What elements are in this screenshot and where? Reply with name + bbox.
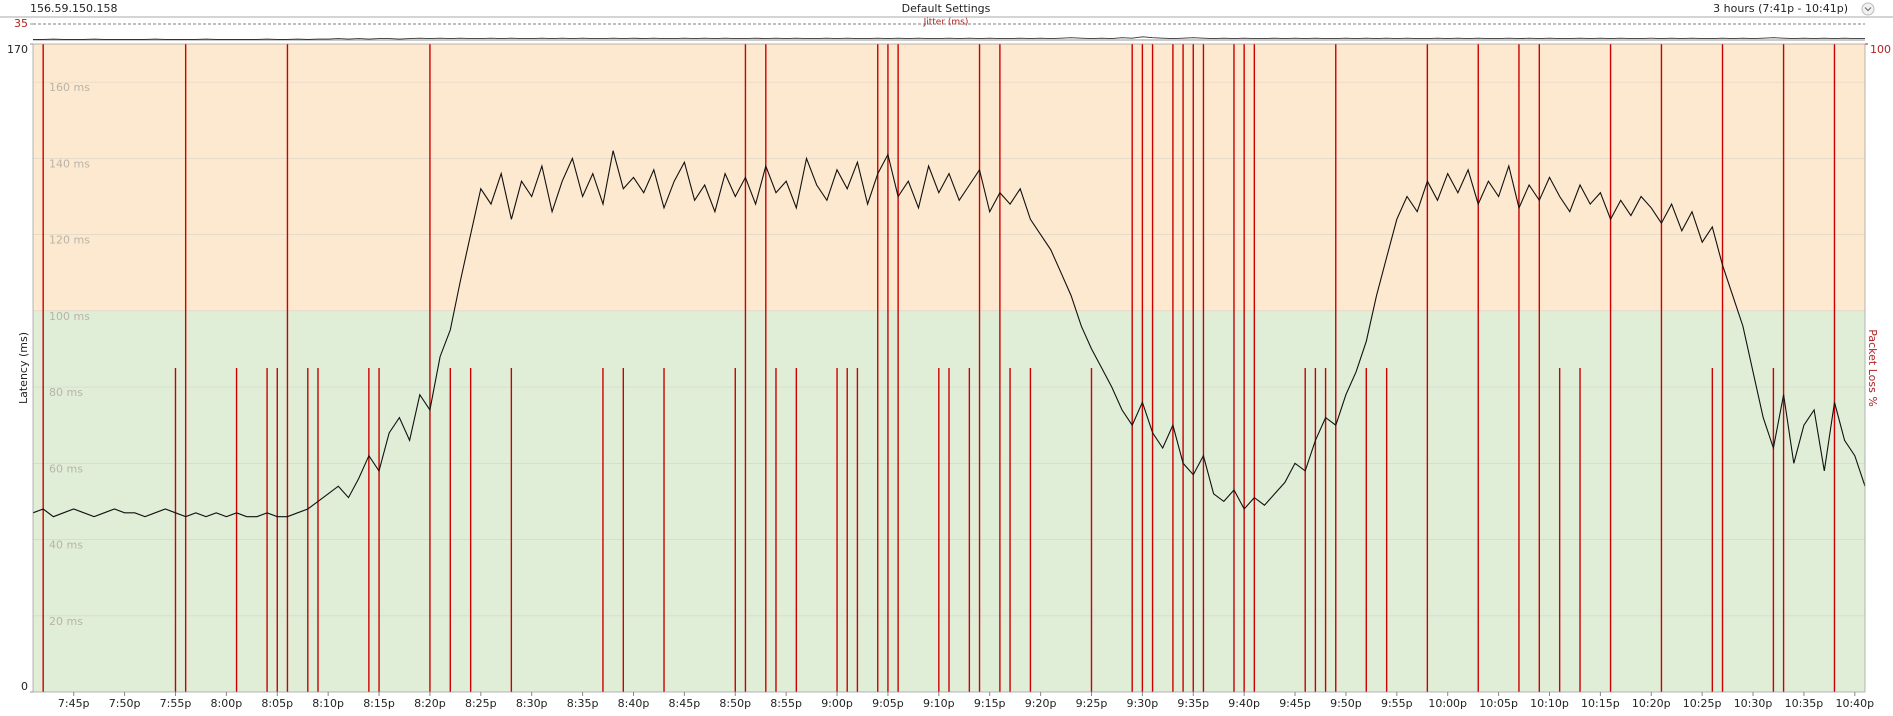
x-tick-label: 9:05p <box>872 697 904 710</box>
threshold-band <box>33 44 1865 311</box>
x-tick-label: 10:40p <box>1835 697 1874 710</box>
x-tick-label: 8:20p <box>414 697 446 710</box>
x-tick-label: 10:05p <box>1479 697 1518 710</box>
y-tick-label: 60 ms <box>49 462 83 475</box>
x-tick-label: 8:10p <box>312 697 344 710</box>
x-tick-label: 9:25p <box>1076 697 1108 710</box>
x-tick-label: 8:50p <box>719 697 751 710</box>
x-tick-label: 10:10p <box>1530 697 1569 710</box>
y-tick-label: 120 ms <box>49 234 90 247</box>
y-tick-label: 140 ms <box>49 157 90 170</box>
dropdown-button[interactable] <box>1861 2 1875 16</box>
x-tick-label: 7:45p <box>58 697 90 710</box>
plot-frame <box>32 43 1866 693</box>
x-tick-label: 8:45p <box>669 697 701 710</box>
x-tick-label: 10:20p <box>1632 697 1671 710</box>
x-tick-label: 8:35p <box>567 697 599 710</box>
x-tick-label: 7:55p <box>160 697 192 710</box>
x-tick-label: 9:10p <box>923 697 955 710</box>
x-tick-label: 8:05p <box>261 697 293 710</box>
x-tick-label: 10:30p <box>1734 697 1773 710</box>
x-tick-label: 8:25p <box>465 697 497 710</box>
y-tick-label: 20 ms <box>49 615 83 628</box>
x-tick-label: 7:50p <box>109 697 141 710</box>
x-tick-label: 9:30p <box>1127 697 1159 710</box>
y-tick-label: 160 ms <box>49 81 90 94</box>
y-tick-label: 40 ms <box>49 539 83 552</box>
chart-title: Default Settings <box>902 2 991 15</box>
x-tick-label: 9:20p <box>1025 697 1057 710</box>
y-tick-label: 0 <box>21 680 28 693</box>
x-tick-label: 10:35p <box>1785 697 1824 710</box>
latency-line <box>32 150 1866 518</box>
jitter-tick-label: 35 <box>14 17 28 30</box>
time-range[interactable]: 3 hours (7:41p - 10:41p) <box>1713 2 1848 15</box>
y-tick-label: 80 ms <box>49 386 83 399</box>
x-tick-label: 10:00p <box>1428 697 1467 710</box>
x-tick-label: 9:15p <box>974 697 1006 710</box>
jitter-title: Jitter (ms) <box>923 18 969 28</box>
y-tick-label: 170 <box>7 43 28 56</box>
x-tick-label: 10:25p <box>1683 697 1722 710</box>
host-label: 156.59.150.158 <box>30 2 117 15</box>
jitter-line <box>33 36 1865 40</box>
x-tick-label: 9:45p <box>1279 697 1311 710</box>
x-tick-label: 9:00p <box>821 697 853 710</box>
y-axis-title: Latency (ms) <box>17 332 30 404</box>
x-tick-label: 9:35p <box>1177 697 1209 710</box>
x-tick-label: 10:15p <box>1581 697 1620 710</box>
x-tick-label: 9:50p <box>1330 697 1362 710</box>
x-tick-label: 9:55p <box>1381 697 1413 710</box>
x-tick-label: 8:55p <box>770 697 802 710</box>
dropdown-chevron <box>1864 7 1872 12</box>
x-tick-label: 8:15p <box>363 697 395 710</box>
x-tick-label: 8:00p <box>211 697 243 710</box>
y2-tick-label: 100 <box>1870 43 1891 56</box>
y2-axis-title: Packet Loss % <box>1866 329 1879 407</box>
x-tick-label: 8:30p <box>516 697 548 710</box>
x-tick-label: 8:40p <box>618 697 650 710</box>
y-tick-label: 100 ms <box>49 310 90 323</box>
x-tick-label: 9:40p <box>1228 697 1260 710</box>
